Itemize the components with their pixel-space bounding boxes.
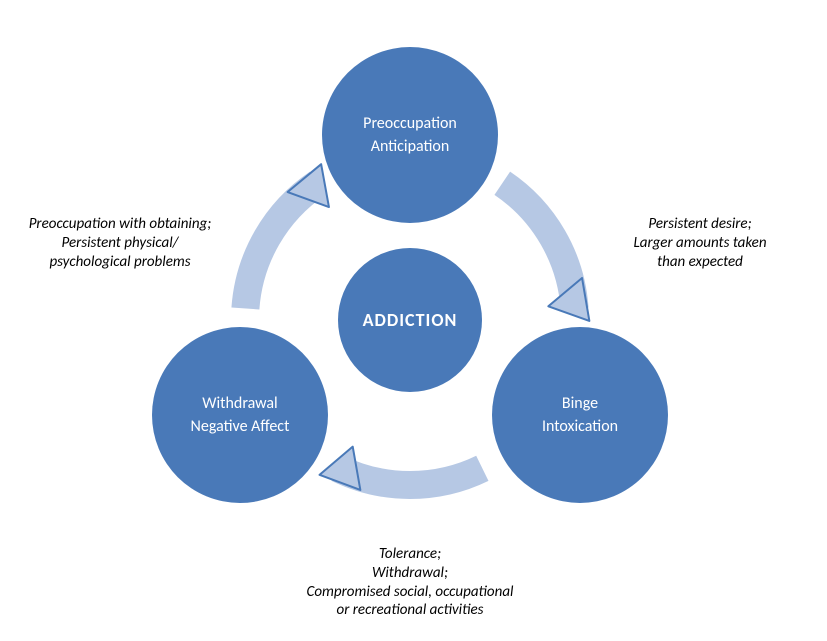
annotation-right: Persistent desire; Larger amounts taken … bbox=[585, 215, 815, 271]
node-line1: Preoccupation bbox=[363, 112, 457, 135]
annotation-line: Compromised social, occupational bbox=[240, 583, 580, 602]
annotation-line: Larger amounts taken bbox=[585, 234, 815, 253]
annotation-line: psychological problems bbox=[0, 253, 245, 272]
annotation-line: Withdrawal; bbox=[240, 564, 580, 583]
annotation-line: Persistent physical/ bbox=[0, 234, 245, 253]
center-node-label: ADDICTION bbox=[363, 309, 458, 331]
node-line2: Anticipation bbox=[363, 135, 457, 158]
node-line1: Binge bbox=[542, 392, 618, 415]
node-withdrawal: Withdrawal Negative Affect bbox=[152, 327, 328, 503]
node-line2: Intoxication bbox=[542, 415, 618, 438]
addiction-cycle-diagram: ADDICTION Preoccupation Anticipation Bin… bbox=[0, 0, 827, 641]
node-line1: Withdrawal bbox=[191, 392, 290, 415]
node-line2: Negative Affect bbox=[191, 415, 290, 438]
annotation-bottom: Tolerance; Withdrawal; Compromised socia… bbox=[240, 545, 580, 620]
node-preoccupation: Preoccupation Anticipation bbox=[322, 47, 498, 223]
annotation-line: or recreational activities bbox=[240, 601, 580, 620]
annotation-line: Persistent desire; bbox=[585, 215, 815, 234]
annotation-line: Preoccupation with obtaining; bbox=[0, 215, 245, 234]
node-binge: Binge Intoxication bbox=[492, 327, 668, 503]
annotation-line: than expected bbox=[585, 253, 815, 272]
annotation-line: Tolerance; bbox=[240, 545, 580, 564]
annotation-left: Preoccupation with obtaining; Persistent… bbox=[0, 215, 245, 271]
center-node-addiction: ADDICTION bbox=[338, 248, 482, 392]
